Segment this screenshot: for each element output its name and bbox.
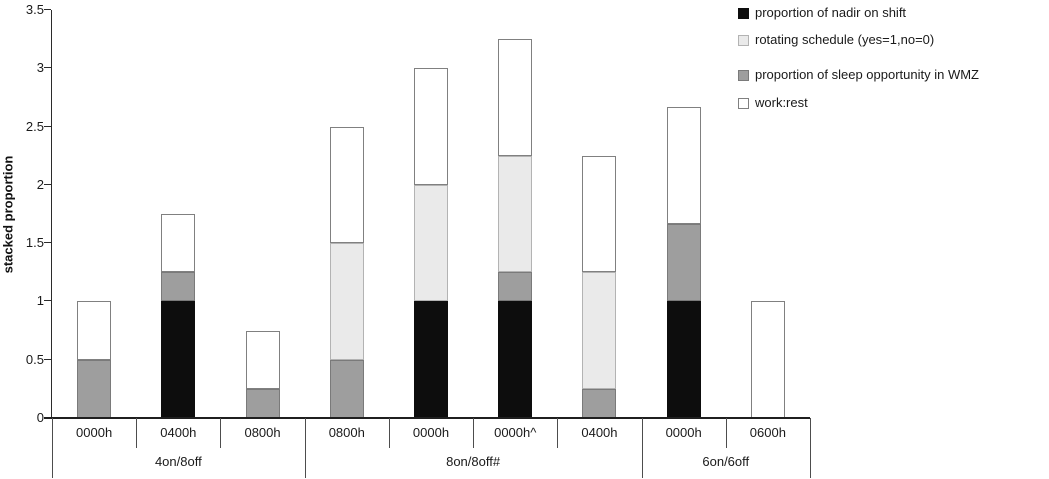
y-axis-title: stacked proportion [0, 155, 16, 274]
legend-swatch-icon [738, 7, 749, 19]
legend-item: work:rest [738, 95, 808, 111]
bar-segment-nadir [666, 301, 701, 418]
y-tick-label: 3 [36, 60, 44, 76]
y-tick-mark [44, 183, 51, 185]
bar-segment-rotating [329, 243, 364, 360]
y-tick-mark [44, 9, 51, 10]
y-tick-mark [44, 300, 51, 302]
bar-segment-nadir [161, 301, 196, 418]
x-group-separator [641, 418, 643, 478]
y-axis-line [51, 10, 52, 418]
bar-segment-work [414, 68, 448, 185]
x-tick-label: 0600h [749, 425, 786, 440]
bar-segment-wmz [245, 388, 280, 418]
y-tick-mark [44, 242, 51, 244]
legend-label: work:rest [755, 95, 808, 110]
x-group-separator [52, 418, 53, 478]
x-category-separator [136, 418, 138, 448]
bar-segment-work [750, 301, 785, 418]
x-tick-label: 0400h [581, 425, 618, 440]
bar-segment-work [161, 214, 196, 273]
legend-label: proportion of nadir on shift [755, 5, 907, 20]
y-tick-label: 1 [36, 293, 44, 309]
bar-segment-work [77, 301, 112, 360]
x-category-separator [388, 418, 390, 448]
x-group-separator [810, 418, 811, 478]
x-group-label: 8on/8off# [446, 454, 501, 469]
bar-segment-wmz [582, 388, 617, 418]
bar-segment-work [498, 39, 533, 156]
y-tick-label: 3.5 [25, 2, 44, 17]
x-group-label: 6on/6off [702, 454, 750, 469]
x-category-separator [557, 418, 559, 448]
legend-swatch-icon [738, 97, 749, 109]
x-tick-label: 0000h [412, 425, 450, 440]
x-tick-label: 0000h [76, 425, 113, 440]
y-tick-mark [44, 358, 51, 360]
bar-segment-wmz [498, 272, 533, 302]
legend-swatch-icon [738, 34, 749, 46]
bar-segment-rotating [582, 272, 617, 389]
y-tick-label: 2 [36, 176, 44, 192]
x-axis-line [44, 417, 810, 419]
bar-segment-work [329, 126, 364, 244]
x-tick-label: 0800h [328, 425, 365, 440]
y-tick-mark [44, 125, 51, 127]
x-tick-label: 0000h^ [494, 425, 537, 440]
x-group-label: 4on/8off [154, 454, 202, 469]
legend-item: proportion of nadir on shift [738, 5, 906, 21]
y-tick-label: 0.5 [25, 351, 44, 367]
bar-segment-wmz [77, 359, 112, 418]
y-tick-label: 2.5 [25, 118, 44, 134]
legend-label: proportion of sleep opportunity in WMZ [755, 67, 979, 82]
legend-item: rotating schedule (yes=1,no=0) [738, 32, 934, 48]
bar-segment-work [582, 155, 617, 273]
bar-segment-work [245, 330, 280, 389]
x-category-separator [220, 418, 222, 448]
x-category-separator [725, 418, 727, 448]
y-tick-mark [44, 67, 51, 69]
bar-segment-work [666, 107, 701, 224]
bar-segment-nadir [414, 301, 448, 418]
bar-segment-rotating [414, 184, 448, 302]
bar-segment-wmz [666, 223, 701, 302]
bar-segment-wmz [161, 272, 196, 302]
legend-item: proportion of sleep opportunity in WMZ [738, 67, 979, 83]
x-tick-label: 0800h [244, 425, 281, 440]
bar-segment-nadir [498, 301, 533, 418]
y-tick-label: 1.5 [25, 235, 44, 251]
x-tick-label: 0000h [665, 425, 702, 440]
bar-segment-rotating [498, 155, 533, 273]
bar-segment-wmz [329, 359, 364, 418]
x-group-separator [304, 418, 306, 478]
legend-label: rotating schedule (yes=1,no=0) [755, 32, 935, 47]
y-tick-label: 0 [36, 410, 44, 425]
legend-swatch-icon [738, 69, 749, 81]
x-tick-label: 0400h [160, 425, 197, 440]
x-category-separator [473, 418, 475, 448]
